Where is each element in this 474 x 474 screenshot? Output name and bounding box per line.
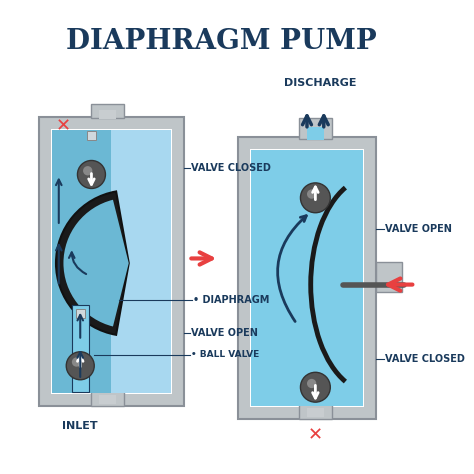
Bar xyxy=(52,130,111,393)
Bar xyxy=(307,408,324,417)
Bar xyxy=(99,395,116,404)
Circle shape xyxy=(66,352,94,380)
Bar xyxy=(75,309,85,318)
Bar xyxy=(91,391,124,406)
Bar xyxy=(91,104,124,118)
Bar xyxy=(87,131,96,140)
Wedge shape xyxy=(56,191,129,335)
Circle shape xyxy=(72,357,81,367)
Text: ✕: ✕ xyxy=(308,427,323,445)
Bar xyxy=(99,110,116,119)
Circle shape xyxy=(83,166,92,175)
Bar xyxy=(39,117,184,406)
Bar xyxy=(51,129,172,394)
Text: VALVE CLOSED: VALVE CLOSED xyxy=(385,354,465,364)
Text: ✕: ✕ xyxy=(56,117,71,135)
Circle shape xyxy=(301,372,330,402)
Text: • DIAPHRAGM: • DIAPHRAGM xyxy=(193,295,270,305)
Text: VALVE OPEN: VALVE OPEN xyxy=(385,224,452,234)
Bar xyxy=(250,149,364,407)
Text: • BALL VALVE: • BALL VALVE xyxy=(191,350,260,359)
Bar xyxy=(52,130,171,393)
Bar xyxy=(376,262,402,292)
Circle shape xyxy=(307,379,316,388)
Bar xyxy=(307,127,324,140)
Bar xyxy=(299,402,332,419)
Text: INLET: INLET xyxy=(63,421,98,431)
Circle shape xyxy=(77,161,105,189)
Circle shape xyxy=(307,190,316,199)
Bar xyxy=(311,391,320,400)
Text: DIAPHRAGM PUMP: DIAPHRAGM PUMP xyxy=(66,28,376,55)
Text: VALVE CLOSED: VALVE CLOSED xyxy=(191,163,271,173)
Bar xyxy=(299,118,332,139)
Bar xyxy=(72,305,89,392)
Bar xyxy=(251,150,363,406)
Wedge shape xyxy=(64,200,129,327)
Text: VALVE OPEN: VALVE OPEN xyxy=(191,328,258,338)
Text: DISCHARGE: DISCHARGE xyxy=(284,78,356,88)
Bar xyxy=(238,137,376,419)
Circle shape xyxy=(301,183,330,213)
